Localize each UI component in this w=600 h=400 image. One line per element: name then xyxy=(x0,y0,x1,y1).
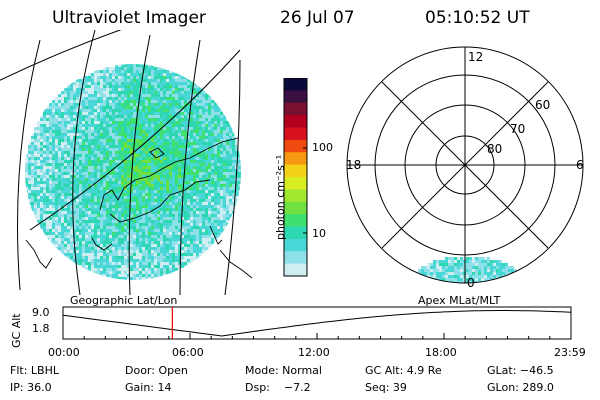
altitude-timeline xyxy=(62,306,572,340)
coastline xyxy=(25,137,253,279)
date: 26 Jul 07 xyxy=(280,8,355,28)
timeline-xtick-0000: 00:00 xyxy=(48,346,80,359)
mlt-label-6: 6 xyxy=(576,158,584,172)
polar-plot: 12 18 6 0 60 70 80 xyxy=(346,46,584,290)
info-door: Door: Open xyxy=(125,364,188,377)
info-filter: Flt: LBHL xyxy=(10,364,59,377)
lat-lon-grid xyxy=(0,30,241,295)
mlt-label-12: 12 xyxy=(468,50,483,64)
info-dsp: Dsp: −7.2 xyxy=(245,381,311,394)
timeline-xtick-2359: 23:59 xyxy=(554,346,586,359)
colorbar-tick-10: 10 xyxy=(312,227,326,240)
colorbar-unit-label: photon cm⁻²s⁻¹ xyxy=(274,154,287,240)
info-glat: GLat: −46.5 xyxy=(487,364,554,377)
apex-label: Apex MLat/MLT xyxy=(418,294,501,307)
info-glon: GLon: 289.0 xyxy=(487,381,554,394)
mlat-label-70: 70 xyxy=(510,122,525,136)
colorbar-tick-100: 100 xyxy=(312,141,333,154)
info-mode: Mode: Normal xyxy=(245,364,322,377)
timeline-ylabel: GC Alt xyxy=(10,313,23,348)
info-seq: Seq: 39 xyxy=(365,381,407,394)
info-ip: IP: 36.0 xyxy=(10,381,52,394)
geographic-label: Geographic Lat/Lon xyxy=(70,294,178,307)
time: 05:10:52 UT xyxy=(425,8,530,28)
info-gain: Gain: 14 xyxy=(125,381,172,394)
timeline-xtick-1200: 12:00 xyxy=(298,346,330,359)
title: Ultraviolet Imager xyxy=(52,8,206,28)
timeline-xtick-0600: 06:00 xyxy=(172,346,204,359)
mlat-label-80: 80 xyxy=(487,142,502,156)
mlat-label-60: 60 xyxy=(535,98,550,112)
mlt-label-0: 0 xyxy=(467,276,475,290)
colorbar xyxy=(283,78,308,277)
polar-grid xyxy=(346,46,584,284)
info-gc-alt: GC Alt: 4.9 Re xyxy=(365,364,442,377)
timeline-ytick-max: 9.0 xyxy=(32,306,50,319)
uv-emission-pixels xyxy=(25,64,241,280)
timeline-ytick-min: 1.8 xyxy=(32,322,50,335)
geographic-image xyxy=(0,30,253,295)
mlt-label-18: 18 xyxy=(346,158,361,172)
timeline-xtick-1800: 18:00 xyxy=(425,346,457,359)
